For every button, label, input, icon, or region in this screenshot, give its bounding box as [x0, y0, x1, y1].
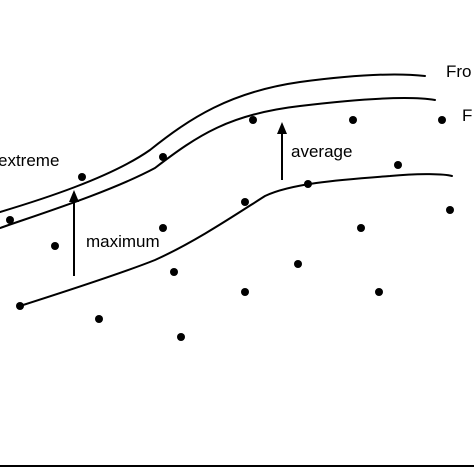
maximum-arrow — [69, 190, 79, 276]
data-point — [16, 302, 24, 310]
data-point — [304, 180, 312, 188]
data-point — [78, 173, 86, 181]
front-inner-curve — [0, 96, 436, 229]
average-boundary-curve — [19, 173, 453, 307]
data-point — [294, 260, 302, 268]
data-point — [6, 216, 14, 224]
data-point — [51, 242, 59, 250]
data-point — [446, 206, 454, 214]
data-point — [95, 315, 103, 323]
label-maximum: maximum — [86, 232, 160, 251]
front-outer-curve — [0, 73, 426, 213]
label-extreme: extreme — [0, 151, 59, 170]
label-average: average — [291, 142, 352, 161]
data-points — [6, 116, 454, 341]
data-point — [159, 224, 167, 232]
data-point — [249, 116, 257, 124]
data-point — [438, 116, 446, 124]
data-point — [375, 288, 383, 296]
data-point — [349, 116, 357, 124]
data-point — [241, 198, 249, 206]
data-point — [170, 268, 178, 276]
data-point — [357, 224, 365, 232]
average-arrow — [277, 122, 287, 180]
label-front-outer: Fro — [446, 62, 472, 81]
data-point — [177, 333, 185, 341]
data-point — [394, 161, 402, 169]
data-point — [159, 153, 167, 161]
label-front-inner: F — [462, 106, 472, 125]
data-point — [241, 288, 249, 296]
